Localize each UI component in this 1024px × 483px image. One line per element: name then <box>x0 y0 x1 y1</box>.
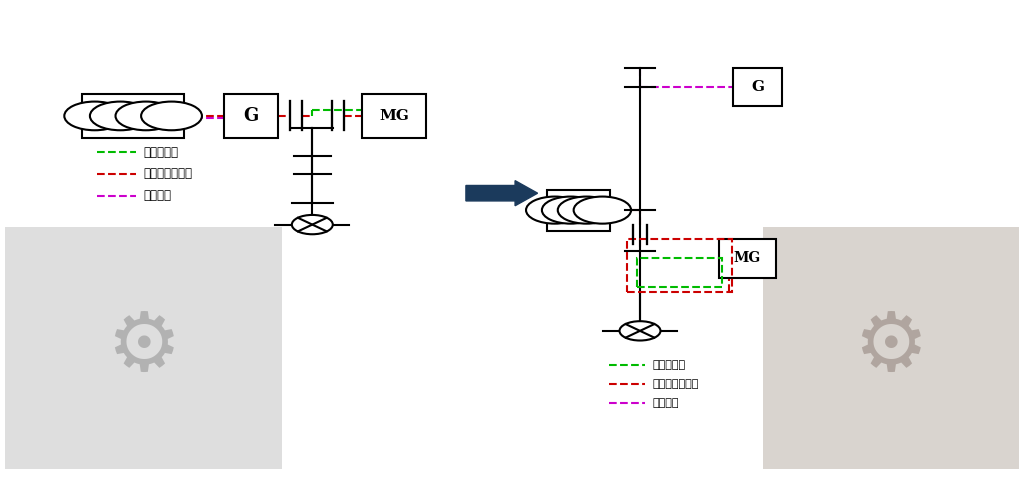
Bar <box>637 258 722 287</box>
Bar <box>362 94 426 138</box>
Bar <box>627 239 732 292</box>
Circle shape <box>141 101 202 130</box>
Circle shape <box>558 197 615 224</box>
Bar <box>547 190 610 231</box>
Text: G: G <box>752 80 764 94</box>
Text: MG: MG <box>379 109 410 123</box>
Circle shape <box>542 197 599 224</box>
Text: 发电线路: 发电线路 <box>143 189 171 202</box>
Text: 发电线路: 发电线路 <box>652 398 679 408</box>
Bar <box>82 94 184 138</box>
Bar <box>763 227 1019 469</box>
Circle shape <box>573 197 631 224</box>
Circle shape <box>116 101 176 130</box>
Text: G: G <box>244 107 258 125</box>
Bar <box>5 227 282 469</box>
Text: ⚙: ⚙ <box>854 307 928 388</box>
Text: 电驱动线路: 电驱动线路 <box>143 146 178 158</box>
Bar <box>733 68 782 106</box>
Text: 发动机驱动线路: 发动机驱动线路 <box>652 379 698 389</box>
Circle shape <box>292 215 333 234</box>
Circle shape <box>90 101 151 130</box>
Bar <box>224 94 278 138</box>
Text: 发动机驱动线路: 发动机驱动线路 <box>143 168 193 180</box>
FancyArrow shape <box>466 181 538 206</box>
Text: 电驱动线路: 电驱动线路 <box>652 360 685 369</box>
Text: MG: MG <box>734 252 761 265</box>
Text: ⚙: ⚙ <box>106 307 180 388</box>
Circle shape <box>620 321 660 341</box>
Bar <box>719 239 776 278</box>
Circle shape <box>65 101 125 130</box>
Circle shape <box>526 197 584 224</box>
